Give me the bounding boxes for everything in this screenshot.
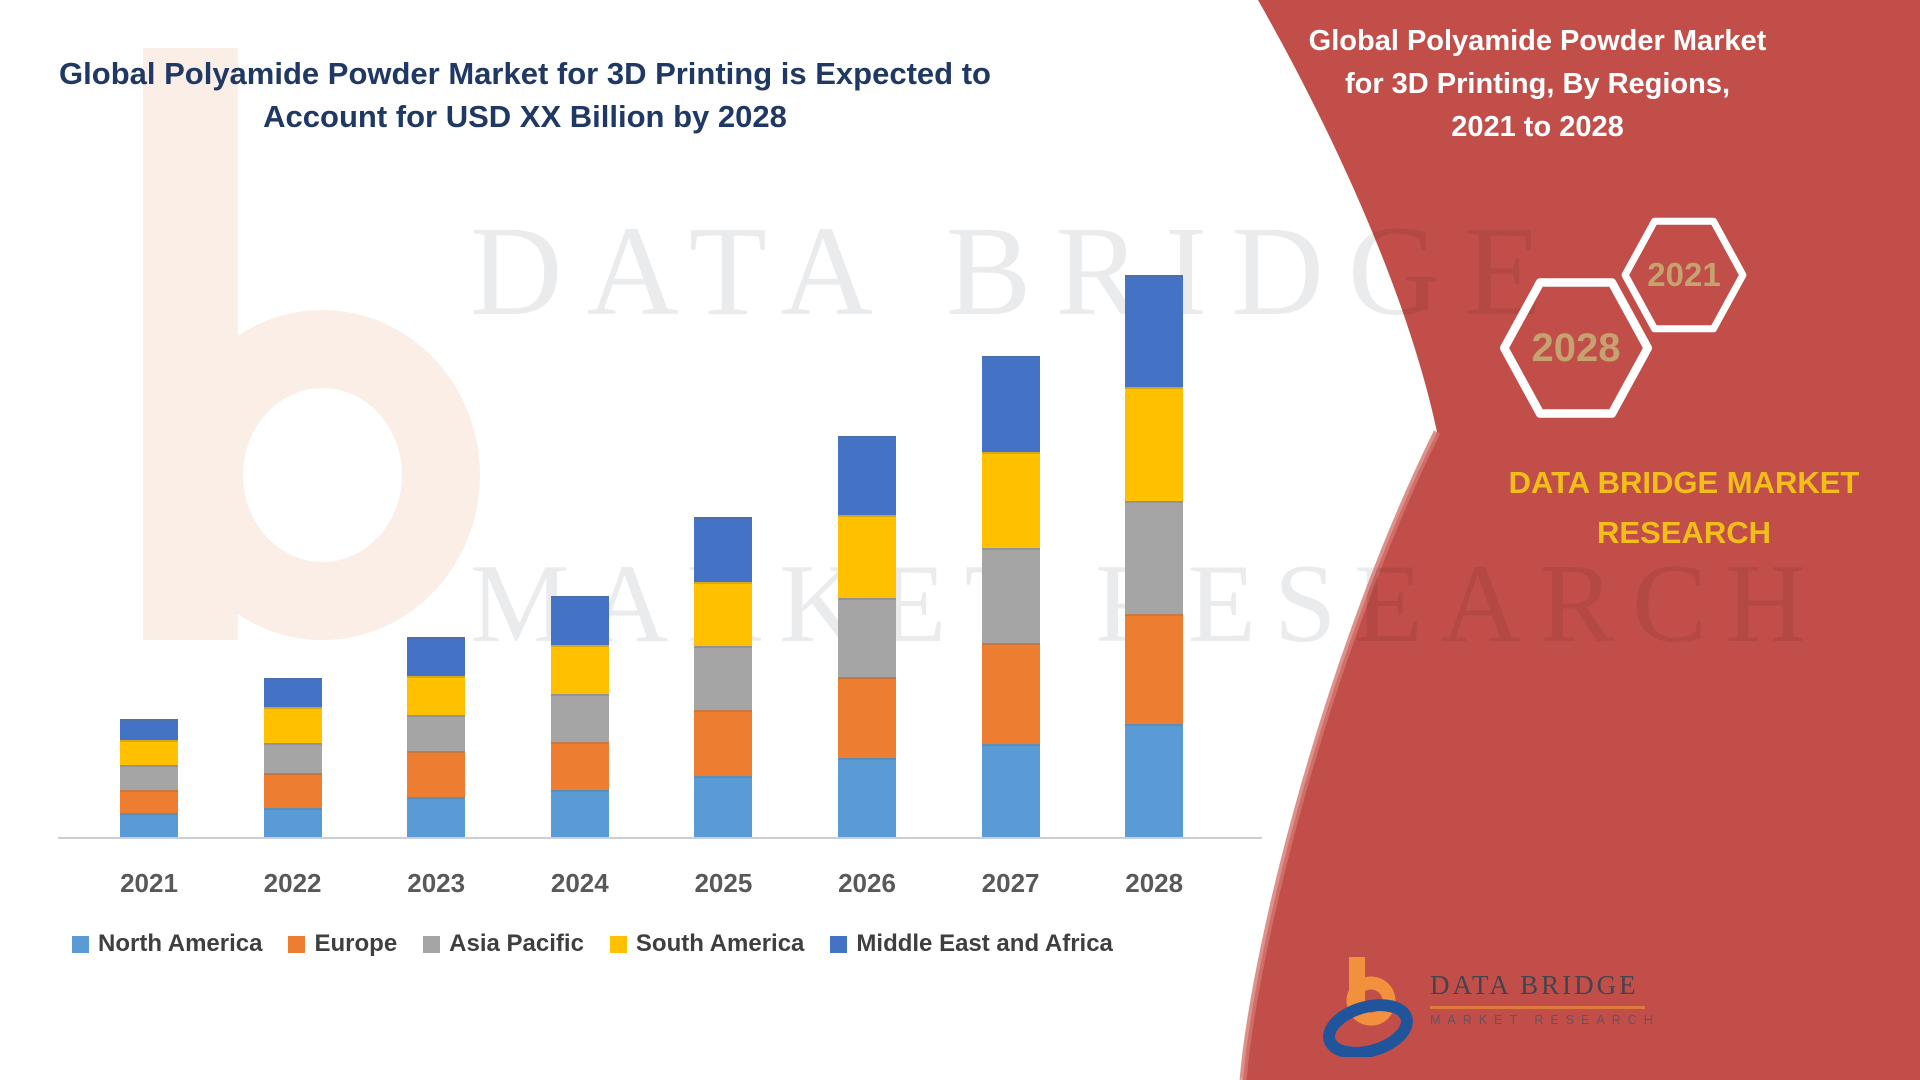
legend-swatch-south-america — [609, 935, 627, 953]
x-axis-label-2027: 2027 — [981, 868, 1040, 898]
chart-title-line1: Global Polyamide Powder Market for 3D Pr… — [59, 56, 991, 91]
legend-swatch-middle-east-and-africa — [830, 935, 848, 953]
bar-2021 — [120, 719, 178, 838]
bar-segment-2027-europe — [981, 643, 1040, 744]
side-panel-title-line3: 2021 to 2028 — [1451, 111, 1624, 143]
chart-title-line2: Account for USD XX Billion by 2028 — [263, 99, 787, 134]
x-axis-label-2021: 2021 — [120, 868, 178, 898]
x-axis-label-2028: 2028 — [1125, 868, 1184, 898]
legend-label-asia-pacific: Asia Pacific — [449, 930, 584, 957]
bar-segment-2027-asia-pacific — [981, 548, 1040, 643]
bar-segment-2028-asia-pacific — [1125, 501, 1184, 614]
bar-segment-2026-europe — [838, 677, 896, 758]
bar-segment-2028-south-america — [1125, 387, 1184, 501]
bar-segment-2023-asia-pacific — [407, 715, 466, 751]
side-panel-title: Global Polyamide Powder Market for 3D Pr… — [1305, 20, 1770, 149]
bar-segment-2022-middle-east-and-africa — [263, 678, 322, 707]
bar-segment-2028-middle-east-and-africa — [1125, 275, 1184, 387]
bar-2023 — [407, 637, 466, 838]
bar-segment-2022-europe — [263, 773, 322, 808]
bar-segment-2021-middle-east-and-africa — [120, 719, 178, 740]
brand-name-text: DATA BRIDGE MARKET RESEARCH — [1488, 458, 1880, 558]
bar-segment-2028-north-america — [1125, 724, 1184, 838]
bar-segment-2026-south-america — [838, 515, 896, 598]
legend-label-north-america: North America — [98, 930, 263, 957]
hexagon-badge-2021: 2021 — [1620, 214, 1748, 336]
x-axis-label-2022: 2022 — [263, 868, 322, 898]
bar-segment-2023-europe — [407, 751, 466, 797]
bar-segment-2024-europe — [550, 742, 609, 790]
bar-segment-2021-asia-pacific — [120, 765, 178, 790]
x-axis-label-2026: 2026 — [838, 868, 896, 898]
bar-segment-2025-europe — [694, 710, 753, 776]
bar-segment-2028-europe — [1125, 614, 1184, 724]
legend-item-middle-east-and-africa: Middle East and Africa — [830, 930, 1113, 958]
legend-swatch-asia-pacific — [423, 935, 441, 953]
bar-segment-2021-south-america — [120, 740, 178, 765]
bar-segment-2025-south-america — [694, 582, 753, 646]
bar-segment-2023-middle-east-and-africa — [407, 637, 466, 676]
legend-swatch-europe — [288, 935, 306, 953]
logo-underline — [1430, 1006, 1645, 1009]
bar-2022 — [263, 678, 322, 838]
x-axis-line — [58, 837, 1262, 839]
legend-label-middle-east-and-africa: Middle East and Africa — [856, 930, 1113, 957]
bar-segment-2021-north-america — [120, 813, 178, 838]
bar-segment-2023-south-america — [407, 676, 466, 715]
side-panel-title-line2: for 3D Printing, By Regions, — [1344, 68, 1731, 100]
bar-2024 — [550, 596, 609, 838]
legend-item-asia-pacific: Asia Pacific — [423, 930, 584, 958]
bar-segment-2024-middle-east-and-africa — [550, 596, 609, 645]
company-logo: DATA BRIDGE MARKET RESEARCH — [1320, 952, 1660, 1057]
side-panel-title-line1: Global Polyamide Powder Market — [1308, 25, 1767, 57]
bar-segment-2026-middle-east-and-africa — [838, 436, 896, 515]
bar-segment-2024-asia-pacific — [550, 694, 609, 742]
bar-2028 — [1125, 275, 1184, 838]
hexagon-2021-label: 2021 — [1647, 256, 1721, 293]
legend-item-south-america: South America — [609, 930, 805, 958]
chart-title: Global Polyamide Powder Market for 3D Pr… — [40, 52, 1010, 138]
chart-legend: North America Europe Asia Pacific South Ame… — [72, 930, 1113, 958]
x-axis-label-2025: 2025 — [694, 868, 753, 898]
x-axis-label-2024: 2024 — [550, 868, 609, 898]
legend-swatch-north-america — [72, 935, 89, 953]
bar-segment-2027-north-america — [981, 744, 1040, 838]
bar-segment-2024-south-america — [550, 645, 609, 694]
logo-subtitle-text: MARKET RESEARCH — [1430, 1013, 1660, 1027]
brand-name-line2: RESEARCH — [1597, 515, 1771, 550]
logo-name-text: DATA BRIDGE — [1430, 970, 1639, 1000]
bar-segment-2025-middle-east-and-africa — [694, 517, 753, 582]
bar-2027 — [981, 356, 1040, 838]
bar-segment-2023-north-america — [407, 797, 466, 838]
legend-item-north-america: North America — [72, 930, 262, 958]
bar-segment-2021-europe — [120, 790, 178, 813]
bar-segment-2022-south-america — [263, 707, 322, 743]
brand-name-line1: DATA BRIDGE MARKET — [1508, 465, 1860, 500]
bar-2026 — [838, 436, 896, 838]
bar-segment-2027-south-america — [981, 452, 1040, 548]
bar-segment-2024-north-america — [550, 790, 609, 838]
legend-label-south-america: South America — [635, 930, 805, 957]
x-axis-label-2023: 2023 — [407, 868, 466, 898]
bar-segment-2025-north-america — [694, 776, 753, 838]
bar-segment-2022-north-america — [263, 808, 322, 838]
legend-label-europe: Europe — [314, 930, 398, 957]
legend-item-europe: Europe — [288, 930, 397, 958]
bar-segment-2022-asia-pacific — [263, 743, 322, 773]
bar-segment-2025-asia-pacific — [694, 646, 753, 710]
bar-segment-2026-asia-pacific — [838, 598, 896, 677]
bar-segment-2027-middle-east-and-africa — [981, 356, 1040, 452]
bar-segment-2026-north-america — [838, 758, 896, 838]
logo-wordmark: DATA BRIDGE MARKET RESEARCH — [1430, 952, 1660, 1027]
bar-2025 — [694, 517, 753, 838]
data-bridge-logo-icon — [1323, 957, 1413, 1057]
